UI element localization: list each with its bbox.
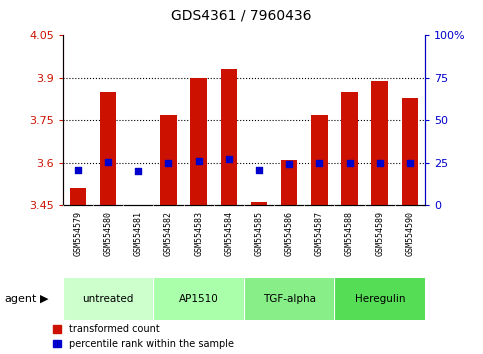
Bar: [341, 92, 358, 205]
Text: GSM554580: GSM554580: [103, 211, 113, 256]
Bar: [334, 278, 425, 320]
Point: [225, 156, 233, 162]
Text: ▶: ▶: [40, 294, 48, 304]
Point: [74, 167, 82, 173]
Bar: [281, 160, 298, 205]
Legend: transformed count, percentile rank within the sample: transformed count, percentile rank withi…: [53, 324, 234, 349]
Text: untreated: untreated: [83, 294, 134, 304]
Bar: [402, 98, 418, 205]
Bar: [160, 115, 177, 205]
Point: [346, 160, 354, 165]
Text: GSM554585: GSM554585: [255, 211, 264, 256]
Point: [315, 160, 323, 166]
Point: [165, 160, 172, 166]
Text: GSM554579: GSM554579: [73, 211, 83, 256]
Bar: [100, 92, 116, 205]
Bar: [371, 81, 388, 205]
Text: GSM554590: GSM554590: [405, 211, 414, 256]
Text: AP1510: AP1510: [179, 294, 218, 304]
Text: Heregulin: Heregulin: [355, 294, 405, 304]
Text: GSM554581: GSM554581: [134, 211, 143, 256]
Text: GSM554582: GSM554582: [164, 211, 173, 256]
Text: GSM554587: GSM554587: [315, 211, 324, 256]
Point: [195, 158, 202, 164]
Text: GSM554586: GSM554586: [284, 211, 294, 256]
Bar: [190, 78, 207, 205]
Bar: [311, 115, 327, 205]
Point: [376, 160, 384, 165]
Bar: [63, 278, 154, 320]
Text: agent: agent: [5, 294, 37, 304]
Point: [255, 167, 263, 173]
Text: GSM554589: GSM554589: [375, 211, 384, 256]
Text: GSM554588: GSM554588: [345, 211, 354, 256]
Point: [134, 168, 142, 173]
Point: [104, 159, 112, 165]
Text: GSM554584: GSM554584: [224, 211, 233, 256]
Bar: [154, 278, 244, 320]
Bar: [221, 69, 237, 205]
Bar: [244, 278, 334, 320]
Point: [406, 160, 414, 165]
Text: GDS4361 / 7960436: GDS4361 / 7960436: [171, 9, 312, 23]
Bar: [70, 188, 86, 205]
Text: GSM554583: GSM554583: [194, 211, 203, 256]
Point: [285, 161, 293, 167]
Bar: [251, 202, 267, 205]
Text: TGF-alpha: TGF-alpha: [263, 294, 316, 304]
